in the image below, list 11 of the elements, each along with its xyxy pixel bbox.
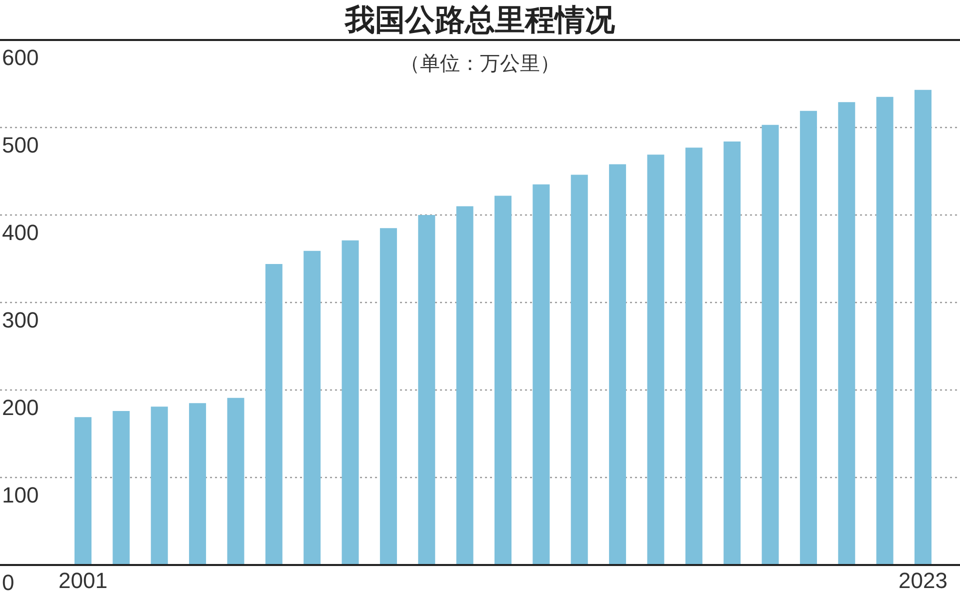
y-tick-label: 600 xyxy=(2,45,39,70)
x-tick-label: 2023 xyxy=(898,568,948,593)
y-tick-label: 400 xyxy=(2,220,39,245)
y-tick-label: 200 xyxy=(2,395,39,420)
chart-title: 我国公路总里程情况 xyxy=(344,4,616,37)
y-tick-label: 300 xyxy=(2,308,39,332)
x-tick-label: 2001 xyxy=(58,568,108,593)
text: （单位：万公里） xyxy=(400,53,560,75)
y-tick-label: 0 xyxy=(2,570,14,594)
y-tick-label: 500 xyxy=(2,132,39,158)
y-tick-label: 100 xyxy=(2,482,39,508)
